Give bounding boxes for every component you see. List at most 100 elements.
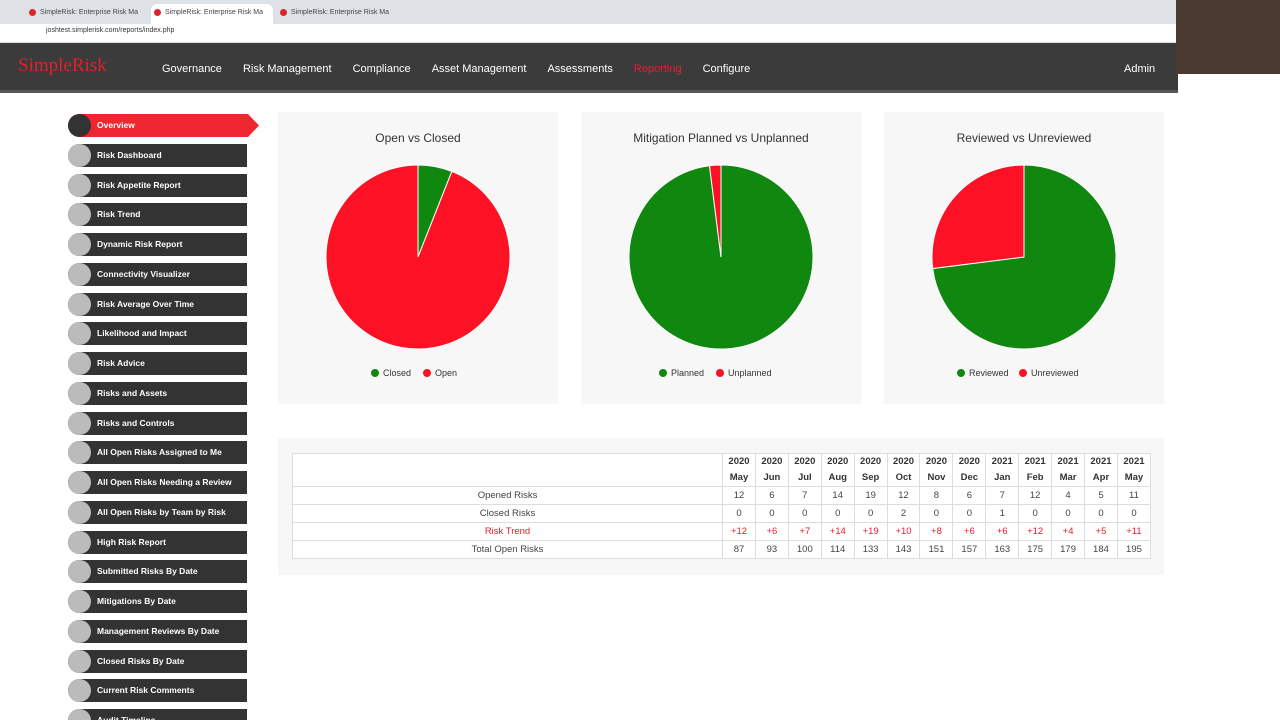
legend-label[interactable]: Unplanned (728, 368, 772, 378)
legend-swatch (423, 369, 431, 377)
app-header: SimpleRisk Governance Risk Management Comp… (0, 43, 1178, 93)
header-cell: 2020 May (722, 453, 756, 487)
sidebar-item[interactable]: Overview (68, 114, 259, 137)
cell: 0 (919, 504, 954, 523)
nav-item[interactable]: Asset Management (431, 63, 527, 75)
user-menu[interactable]: Admin (1124, 63, 1156, 75)
cell: 0 (722, 504, 756, 523)
cell: 12 (886, 486, 921, 505)
browser-tab[interactable]: SimpleRisk: Enterprise Risk Ma (277, 4, 399, 24)
nav-item[interactable]: Governance (162, 63, 222, 75)
legend-swatch (659, 369, 667, 377)
header-cell (291, 453, 724, 487)
cell: +6 (754, 522, 789, 541)
month: Jul (797, 472, 812, 483)
sidebar-item[interactable]: Current Risk Comments (68, 679, 247, 703)
year: 2021 (991, 456, 1013, 467)
year: 2021 (1123, 456, 1145, 467)
cell: 4 (1051, 486, 1086, 505)
header-cell: 2021 Apr (1084, 453, 1118, 487)
cell: 6 (952, 486, 987, 505)
sidebar-item[interactable]: Submitted Risks By Date (68, 560, 247, 584)
cell: 14 (820, 486, 855, 505)
cell: +14 (820, 522, 855, 541)
sidebar-item[interactable]: Likelihood and Impact (68, 322, 247, 346)
year: 2021 (1090, 456, 1112, 467)
sidebar-item[interactable]: Audit Timeline (68, 709, 247, 720)
cell: 6 (754, 486, 789, 505)
header-cell: 2021 May (1116, 453, 1152, 487)
month: Aug (828, 472, 847, 483)
legend-swatch (957, 369, 965, 377)
sidebar-item[interactable]: Risk Average Over Time (68, 292, 247, 316)
sidebar: Overview Risk Dashboard Risk Appetite Repo… (68, 114, 268, 720)
header-cell: 2020 Oct (886, 453, 921, 487)
nav-item[interactable]: Reporting (633, 63, 682, 75)
sidebar-item[interactable]: All Open Risks Assigned to Me (68, 441, 247, 465)
sidebar-item[interactable]: Connectivity Visualizer (68, 262, 247, 286)
cell: 7 (985, 486, 1020, 505)
url[interactable]: joshtest.simplerisk.com/reports/index.ph… (46, 27, 175, 34)
sidebar-item[interactable]: Dynamic Risk Report (68, 233, 247, 256)
table-row: Total Open Risks 87 93 100 114 133 143 151 157 16… (291, 540, 1152, 559)
legend-label[interactable]: Planned (671, 368, 704, 378)
cell: +12 (722, 522, 756, 541)
cell: 12 (1018, 486, 1053, 505)
legend-label[interactable]: Open (435, 368, 457, 378)
sidebar-item[interactable]: Mitigations By Date (68, 590, 247, 613)
sidebar-item[interactable]: Risks and Controls (68, 411, 247, 435)
cell: 87 (722, 540, 756, 559)
cell: 8 (919, 486, 954, 505)
sidebar-item[interactable]: All Open Risks Needing a Review (68, 471, 247, 494)
cell: 157 (952, 540, 987, 559)
legend-swatch (1019, 369, 1027, 377)
sidebar-item[interactable]: Management Reviews By Date (68, 619, 247, 643)
pie-slice (708, 164, 722, 258)
chart-title: Open vs Closed (375, 131, 460, 145)
legend-label[interactable]: Closed (383, 368, 411, 378)
cell: +5 (1084, 522, 1118, 541)
nav-item[interactable]: Risk Management (242, 63, 332, 75)
table-row: Closed Risks 0 0 0 0 0 2 0 0 1 0 0 0 0 (291, 504, 1152, 523)
cell: 0 (1051, 504, 1086, 523)
cell: 0 (787, 504, 822, 523)
year: 2020 (860, 456, 882, 467)
legend-label[interactable]: Reviewed (969, 368, 1009, 378)
cell: +6 (952, 522, 987, 541)
logo[interactable]: SimpleRisk (18, 55, 107, 76)
nav-item[interactable]: Compliance (352, 63, 411, 75)
browser-tab[interactable]: SimpleRisk: Enterprise Risk Ma (151, 4, 273, 24)
browser-tab[interactable]: SimpleRisk: Enterprise Risk Ma (26, 4, 148, 24)
year: 2020 (925, 456, 947, 467)
sidebar-item[interactable]: High Risk Report (68, 530, 247, 554)
pie-slice (931, 164, 1025, 270)
cell: 12 (722, 486, 756, 505)
nav-item[interactable]: Assessments (547, 63, 613, 75)
header-cell: 2020 Sep (853, 453, 888, 487)
legend-label[interactable]: Unreviewed (1031, 368, 1079, 378)
year: 2020 (827, 456, 849, 467)
cell: 0 (1084, 504, 1118, 523)
sidebar-item[interactable]: Risks and Assets (68, 381, 247, 405)
month: Nov (927, 472, 946, 483)
sidebar-item[interactable]: Risk Trend (68, 203, 247, 227)
month: Dec (960, 472, 979, 483)
sidebar-item[interactable]: Risk Advice (68, 352, 247, 375)
cell: +7 (787, 522, 822, 541)
cell: 2 (886, 504, 921, 523)
cell: 195 (1116, 540, 1152, 559)
year: 2020 (958, 456, 980, 467)
header-cell: 2021 Mar (1051, 453, 1086, 487)
row-label: Risk Trend (291, 522, 724, 541)
cell: 0 (853, 504, 888, 523)
sidebar-item[interactable]: Closed Risks By Date (68, 649, 247, 673)
year: 2020 (761, 456, 783, 467)
nav-item[interactable]: Configure (702, 63, 751, 75)
header-cell: 2021 Jan (985, 453, 1020, 487)
year: 2021 (1057, 456, 1079, 467)
cell: 5 (1084, 486, 1118, 505)
header-cell: 2020 Aug (820, 453, 855, 487)
sidebar-item[interactable]: Risk Dashboard (68, 143, 247, 167)
sidebar-item[interactable]: Risk Appetite Report (68, 173, 247, 197)
